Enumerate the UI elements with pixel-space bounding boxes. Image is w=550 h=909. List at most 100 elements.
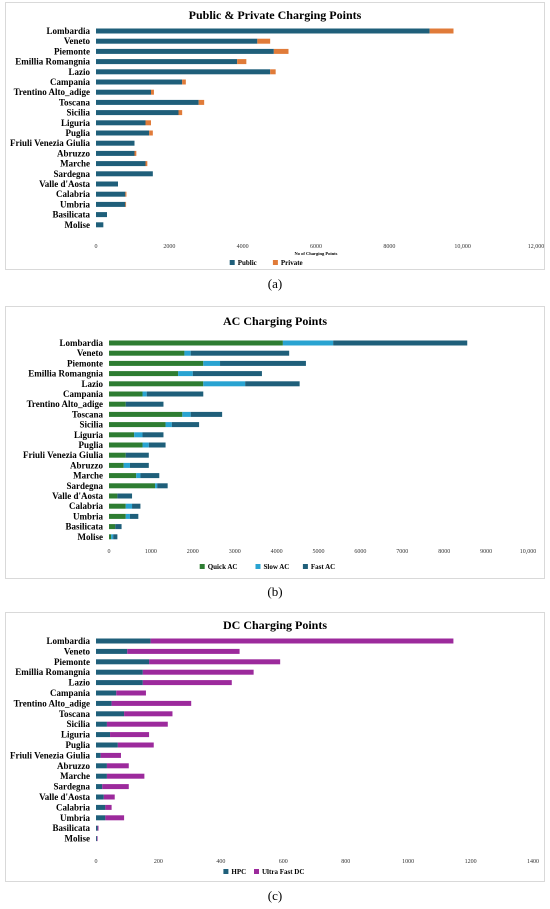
x-tick-label: 6000 xyxy=(354,549,366,555)
bar-public xyxy=(96,150,135,156)
category-label: Umbria xyxy=(60,813,90,823)
category-label: Lazio xyxy=(82,379,104,389)
category-label: Lazio xyxy=(69,678,91,688)
bar-quick-ac xyxy=(109,473,137,479)
bar-fast-ac xyxy=(220,360,306,366)
x-tick-label: 4000 xyxy=(237,244,249,250)
category-label: Trentino Alto_adige xyxy=(14,87,90,97)
bar-quick-ac xyxy=(109,422,166,428)
bar-fast-ac xyxy=(190,411,223,417)
bar-quick-ac xyxy=(109,483,156,489)
bar-public xyxy=(96,38,258,44)
caption-c: (c) xyxy=(267,888,283,903)
category-label: Lombardia xyxy=(46,26,90,36)
x-tick-label: 600 xyxy=(279,859,288,865)
legend-swatch xyxy=(255,564,261,569)
bar-hpc xyxy=(96,815,106,821)
legend-swatch xyxy=(272,260,278,265)
bar-slow-ac xyxy=(182,411,191,417)
bar-fast-ac xyxy=(115,524,122,530)
category-label: Calabria xyxy=(56,802,91,812)
category-label: Sardegna xyxy=(53,169,90,179)
category-label: Puglia xyxy=(65,128,90,138)
bar-public xyxy=(96,120,146,126)
x-tick-label: 10,000 xyxy=(454,244,471,250)
bar-fast-ac xyxy=(129,513,139,519)
chart-title: AC Charging Points xyxy=(223,314,327,328)
category-label: Trentino Alto_adige xyxy=(27,399,103,409)
bar-private xyxy=(273,48,289,54)
bar-fast-ac xyxy=(140,473,160,479)
bar-public xyxy=(96,140,135,146)
bar-fast-ac xyxy=(333,340,468,346)
bar-ultra-fast-dc xyxy=(149,659,281,665)
category-label: Liguria xyxy=(61,118,91,128)
bar-hpc xyxy=(96,752,101,758)
bar-slow-ac xyxy=(142,391,147,397)
category-label: Basilicata xyxy=(66,522,104,532)
bar-quick-ac xyxy=(109,462,124,468)
bar-ultra-fast-dc xyxy=(110,732,150,738)
category-label: Lombardia xyxy=(59,338,103,348)
bar-quick-ac xyxy=(109,381,204,387)
bar-fast-ac xyxy=(125,452,149,458)
bar-private xyxy=(270,69,276,75)
bar-slow-ac xyxy=(203,381,246,387)
category-label: Umbria xyxy=(73,511,103,521)
bar-hpc xyxy=(96,773,107,779)
category-label: Toscana xyxy=(72,409,104,419)
bar-quick-ac xyxy=(109,401,126,407)
category-label: Piemonte xyxy=(54,46,90,56)
bar-public xyxy=(96,110,179,116)
bar-fast-ac xyxy=(148,442,166,448)
category-label: Toscana xyxy=(59,97,91,107)
bar-ultra-fast-dc xyxy=(127,648,240,654)
bar-ultra-fast-dc xyxy=(111,700,192,706)
x-tick-label: 10,000 xyxy=(520,549,537,555)
category-label: Calabria xyxy=(69,501,104,511)
bar-slow-ac xyxy=(123,462,130,468)
bar-fast-ac xyxy=(113,534,118,540)
category-label: Molise xyxy=(78,532,104,542)
bar-quick-ac xyxy=(109,350,185,356)
bar-fast-ac xyxy=(192,371,262,377)
x-tick-label: 0 xyxy=(95,859,98,865)
legend-swatch xyxy=(223,869,229,874)
chart-public-private: Public & Private Charging Points Lombardi… xyxy=(10,8,544,267)
bar-slow-ac xyxy=(282,340,334,346)
category-label: Liguria xyxy=(61,730,91,740)
bar-hpc xyxy=(96,794,104,800)
bar-hpc xyxy=(96,763,107,769)
bar-fast-ac xyxy=(171,422,200,428)
legend-label: Slow AC xyxy=(264,563,290,571)
chart-ac-points: AC Charging Points LombardiaVenetoPiemont… xyxy=(23,314,537,571)
bar-public xyxy=(96,191,126,197)
x-tick-label: 3000 xyxy=(229,549,241,555)
x-tick-label: 2000 xyxy=(163,244,175,250)
legend-swatch xyxy=(302,564,308,569)
bar-quick-ac xyxy=(109,513,126,519)
category-label: Piemonte xyxy=(54,657,90,667)
bar-ultra-fast-dc xyxy=(96,836,98,842)
bar-slow-ac xyxy=(203,360,221,366)
bar-quick-ac xyxy=(109,442,143,448)
x-tick-label: 5000 xyxy=(313,549,325,555)
bar-quick-ac xyxy=(109,391,143,397)
bar-public xyxy=(96,222,104,228)
category-label: Sicilia xyxy=(66,108,90,118)
category-label: Veneto xyxy=(64,36,91,46)
x-tick-label: 1200 xyxy=(465,859,477,865)
bar-hpc xyxy=(96,659,150,665)
bar-slow-ac xyxy=(136,473,141,479)
category-label: Marche xyxy=(60,771,90,781)
bar-hpc xyxy=(96,742,118,748)
bar-public xyxy=(96,79,183,85)
bar-hpc xyxy=(96,638,151,644)
bar-ultra-fast-dc xyxy=(117,742,154,748)
bar-hpc xyxy=(96,648,128,654)
bar-ultra-fast-dc xyxy=(106,721,168,727)
legend-label: Fast AC xyxy=(311,563,335,571)
bar-public xyxy=(96,212,107,218)
legend-label: Private xyxy=(281,259,303,267)
x-tick-label: 9000 xyxy=(480,549,492,555)
